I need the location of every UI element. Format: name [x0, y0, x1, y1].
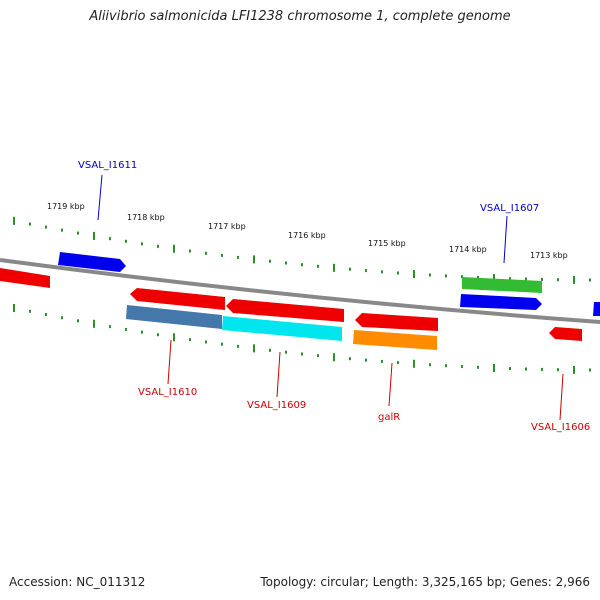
- scale-label: 1714 kbp: [449, 245, 487, 254]
- gene-reverse-right[interactable]: [355, 313, 438, 331]
- outer-scale-ticks: [13, 216, 591, 284]
- scale-label: 1716 kbp: [288, 231, 326, 240]
- scale-label: 1715 kbp: [368, 239, 406, 248]
- gene-reverse-upper[interactable]: [130, 288, 225, 310]
- gene-VSAL_I1606[interactable]: [549, 327, 582, 341]
- gene-reverse-middle[interactable]: [226, 299, 344, 322]
- chromosome-backbone: [0, 258, 600, 324]
- leader-line: [503, 215, 508, 264]
- leader-line: [97, 174, 103, 221]
- scale-label: 1717 kbp: [208, 222, 246, 231]
- scale-label: 1713 kbp: [530, 251, 568, 260]
- gene-label: VSAL_I1610: [138, 387, 197, 398]
- gene-forward-edge[interactable]: [593, 302, 600, 316]
- gene-label: VSAL_I1606: [531, 422, 590, 433]
- gene-VSAL_I1608[interactable]: [460, 294, 542, 310]
- gene-VSAL_I1607[interactable]: [462, 277, 542, 293]
- gene-label: VSAL_I1611: [78, 160, 137, 171]
- gene-VSAL_I1610[interactable]: [126, 305, 222, 329]
- leader-line: [388, 362, 393, 407]
- leader-line: [167, 339, 172, 385]
- gene-galR[interactable]: [353, 330, 437, 350]
- accession-text: Accession: NC_011312: [9, 575, 146, 589]
- gene-VSAL_I1611[interactable]: [58, 252, 126, 272]
- leader-line: [276, 351, 281, 398]
- gene-reverse-left[interactable]: [0, 268, 50, 288]
- genome-summary-text: Topology: circular; Length: 3,325,165 bp…: [260, 575, 590, 589]
- gene-label: VSAL_I1609: [247, 400, 306, 411]
- scale-label: 1719 kbp: [47, 202, 85, 211]
- gene-VSAL_I1609[interactable]: [222, 316, 342, 341]
- leader-line: [559, 373, 564, 421]
- map-title: Aliivibrio salmonicida LFI1238 chromosom…: [89, 9, 511, 24]
- inner-scale-ticks: [13, 303, 591, 374]
- gene-label: galR: [378, 412, 400, 423]
- gene-label: VSAL_I1607: [480, 203, 539, 214]
- scale-label: 1718 kbp: [127, 213, 165, 222]
